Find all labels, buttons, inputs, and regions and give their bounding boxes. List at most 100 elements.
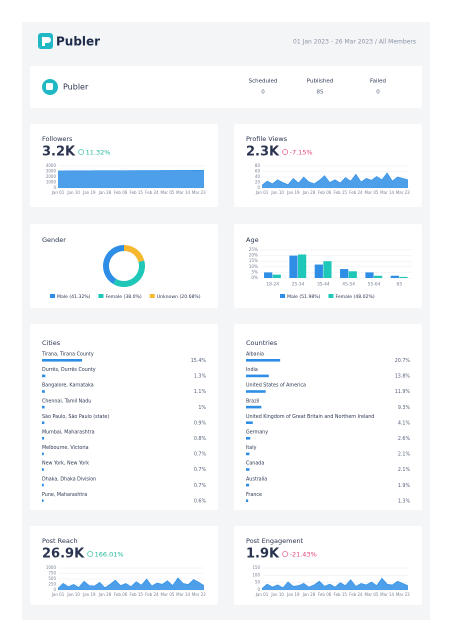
card-title: Profile Views	[246, 135, 288, 143]
bar	[42, 499, 44, 502]
x-tick-label: 35-44	[317, 282, 330, 288]
y-tick-label: 0	[257, 587, 260, 592]
bar	[42, 452, 44, 456]
stat-label: Failed	[370, 79, 386, 85]
area-line	[261, 577, 409, 589]
value-label: 11.9%	[395, 389, 411, 395]
value-label: 2.6%	[398, 436, 411, 442]
x-tick-label: Jan 10	[66, 592, 80, 597]
value-label: 2.1%	[398, 452, 411, 458]
x-tick-label: Mar 23	[192, 190, 206, 195]
value-label: 1.3%	[194, 374, 207, 380]
card-title: Post Reach	[42, 537, 78, 545]
donut-segment	[113, 260, 145, 287]
change-icon	[87, 551, 94, 557]
x-tick-label: Feb 15	[129, 190, 143, 195]
value-label: 13.8%	[395, 374, 411, 380]
y-tick-label: 20	[255, 180, 261, 185]
row-label: Melbourne, Victoria	[42, 445, 89, 451]
area-line	[57, 577, 205, 589]
y-tick-label: 750	[48, 571, 56, 576]
card-title: Countries	[246, 339, 278, 347]
x-tick-label: Jan 19	[82, 190, 96, 195]
stat-value: 0	[376, 90, 380, 96]
x-tick-label: Jan 01	[51, 592, 65, 597]
legend-swatch	[149, 294, 155, 298]
date-range: 01 Jan 2023 - 26 Mar 2023 / All Members	[293, 39, 416, 46]
y-tick-label: 500	[48, 576, 56, 581]
x-tick-label: Jan 28	[98, 592, 112, 597]
change-value: 11.32%	[86, 149, 111, 157]
value-label: 1.3%	[398, 498, 411, 504]
row-label: Canada	[246, 461, 264, 467]
card-title: Cities	[42, 339, 61, 347]
x-tick-label: Mar 14	[176, 592, 190, 597]
x-tick-label: Mar 14	[380, 592, 394, 597]
y-tick-label: 4000	[46, 163, 57, 168]
change-value: -21.43%	[290, 551, 317, 559]
row-label: Australia	[246, 476, 267, 482]
bar	[374, 275, 383, 278]
stat-value: 85	[317, 90, 324, 96]
row-label: Chennai, Tamil Nadu	[42, 398, 91, 404]
bar	[264, 272, 273, 278]
x-tick-label: Jan 10	[270, 190, 284, 195]
card	[234, 324, 422, 510]
row-label: Pune, Maharashtra	[42, 492, 87, 498]
y-tick-label: 5%	[251, 269, 258, 274]
bar	[246, 390, 266, 393]
stat-label: Scheduled	[249, 79, 278, 85]
y-tick-label: 3000	[46, 169, 57, 174]
bar	[42, 405, 45, 409]
row-label: Brazil	[246, 398, 259, 404]
bar	[390, 275, 399, 278]
y-tick-label: 2000	[46, 174, 57, 179]
value-label: 2.1%	[398, 467, 411, 473]
y-tick-label: 0%	[251, 275, 258, 280]
change-icon	[282, 149, 289, 155]
bar	[42, 437, 45, 440]
legend-label: Female (38.0%)	[105, 294, 141, 300]
row-label: São Paulo, São Paulo (state)	[42, 414, 109, 420]
x-tick-label: Mar 05	[365, 592, 379, 597]
row-label: Mumbai, Maharashtra	[42, 430, 95, 436]
legend-swatch	[50, 294, 55, 298]
row-label: United Kingdom of Great Britain and Nort…	[246, 414, 374, 420]
x-tick-label: Mar 14	[176, 190, 190, 195]
stat-label: Published	[307, 79, 333, 85]
x-tick-label: Feb 24	[349, 190, 363, 195]
page-background	[22, 22, 430, 620]
total-value: 3.2K	[42, 145, 76, 160]
x-tick-label: Mar 23	[192, 592, 206, 597]
total-value: 26.9K	[42, 547, 85, 562]
x-tick-label: Feb 06	[318, 592, 332, 597]
bar	[272, 274, 281, 278]
value-label: 1.9%	[398, 483, 411, 489]
y-tick-label: 15%	[249, 258, 258, 263]
bar	[246, 468, 250, 471]
bar	[42, 421, 45, 424]
x-tick-label: Mar 05	[161, 190, 175, 195]
card-title: Post Engagement	[246, 537, 304, 545]
bar	[246, 359, 281, 362]
x-tick-label: Feb 06	[114, 592, 128, 597]
bar	[348, 271, 357, 278]
x-tick-label: 55-64	[368, 282, 381, 288]
x-tick-label: Feb 15	[333, 190, 347, 195]
bar	[340, 269, 349, 278]
x-tick-label: Mar 05	[161, 592, 175, 597]
area-line	[57, 170, 205, 172]
y-tick-label: 40	[255, 174, 261, 179]
summary-card	[30, 66, 422, 108]
x-tick-label: Jan 19	[286, 592, 300, 597]
bar	[314, 264, 323, 278]
value-label: 1.1%	[194, 389, 207, 395]
x-tick-label: Feb 15	[333, 592, 347, 597]
account-name: Publer	[63, 83, 89, 92]
x-tick-label: Mar 14	[380, 190, 394, 195]
account-avatar-mark	[46, 83, 53, 90]
row-label: France	[246, 492, 262, 498]
value-label: 0.8%	[194, 436, 207, 442]
bar	[42, 468, 44, 471]
